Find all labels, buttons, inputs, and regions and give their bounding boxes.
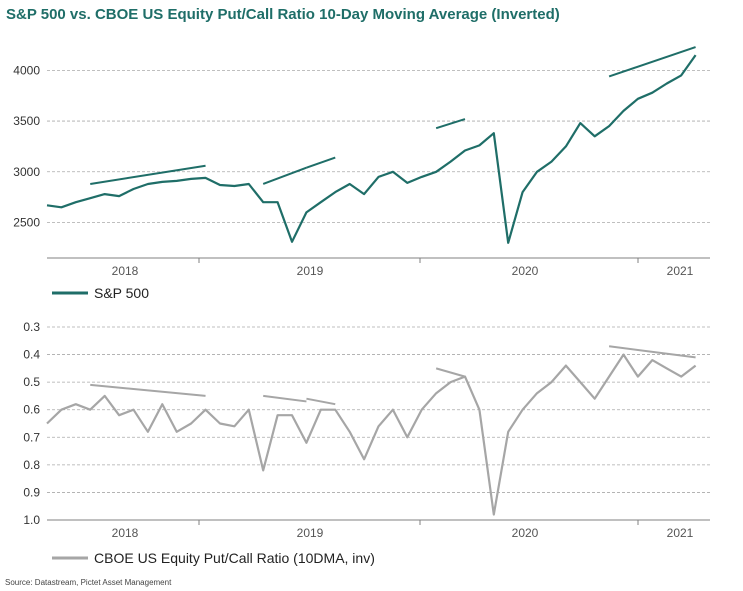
spx-y-tick-label: 4000 xyxy=(13,63,40,77)
pcr-x-tick-label: 2020 xyxy=(512,526,539,540)
pcr-x-tick-label: 2019 xyxy=(297,526,324,540)
spx-x-tick-label: 2019 xyxy=(297,264,324,278)
spx-trend-line xyxy=(90,164,206,185)
pcr-x-tick-label: 2021 xyxy=(667,526,694,540)
source-note: Source: Datastream, Pictet Asset Managem… xyxy=(5,578,172,587)
spx-trend-line xyxy=(608,46,696,78)
spx-trend-line xyxy=(262,166,307,185)
chart-title: S&P 500 vs. CBOE US Equity Put/Call Rati… xyxy=(6,6,560,23)
pcr-series-line xyxy=(46,353,697,516)
spx-y-tick-label: 3000 xyxy=(13,165,40,179)
spx-trend-line xyxy=(306,156,336,169)
pcr-y-tick-label: 0.7 xyxy=(23,430,40,444)
pcr-y-tick-label: 0.9 xyxy=(23,485,40,499)
pcr-trend-line xyxy=(608,345,696,359)
spx-y-tick-label: 3500 xyxy=(13,114,40,128)
pcr-legend-label: CBOE US Equity Put/Call Ratio (10DMA, in… xyxy=(94,550,375,566)
pcr-trend-line xyxy=(435,367,466,378)
pcr-y-tick-label: 0.3 xyxy=(23,320,40,334)
pcr-x-tick-label: 2018 xyxy=(112,526,139,540)
pcr-y-tick-label: 0.8 xyxy=(23,458,40,472)
spx-x-tick-label: 2020 xyxy=(512,264,539,278)
spx-y-tick-label: 2500 xyxy=(13,216,40,230)
pcr-trend-line xyxy=(263,394,307,403)
spx-series-line xyxy=(46,54,697,244)
pcr-y-tick-label: 1.0 xyxy=(23,513,40,527)
pcr-trend-line xyxy=(90,383,206,397)
spx-x-tick-label: 2018 xyxy=(112,264,139,278)
pcr-y-tick-label: 0.4 xyxy=(23,348,40,362)
spx-legend-label: S&P 500 xyxy=(94,285,149,301)
pcr-y-tick-label: 0.5 xyxy=(23,375,40,389)
pcr-y-tick-label: 0.6 xyxy=(23,403,40,417)
spx-x-tick-label: 2021 xyxy=(667,264,694,278)
spx-trend-line xyxy=(435,118,466,130)
pcr-trend-line xyxy=(306,397,336,406)
